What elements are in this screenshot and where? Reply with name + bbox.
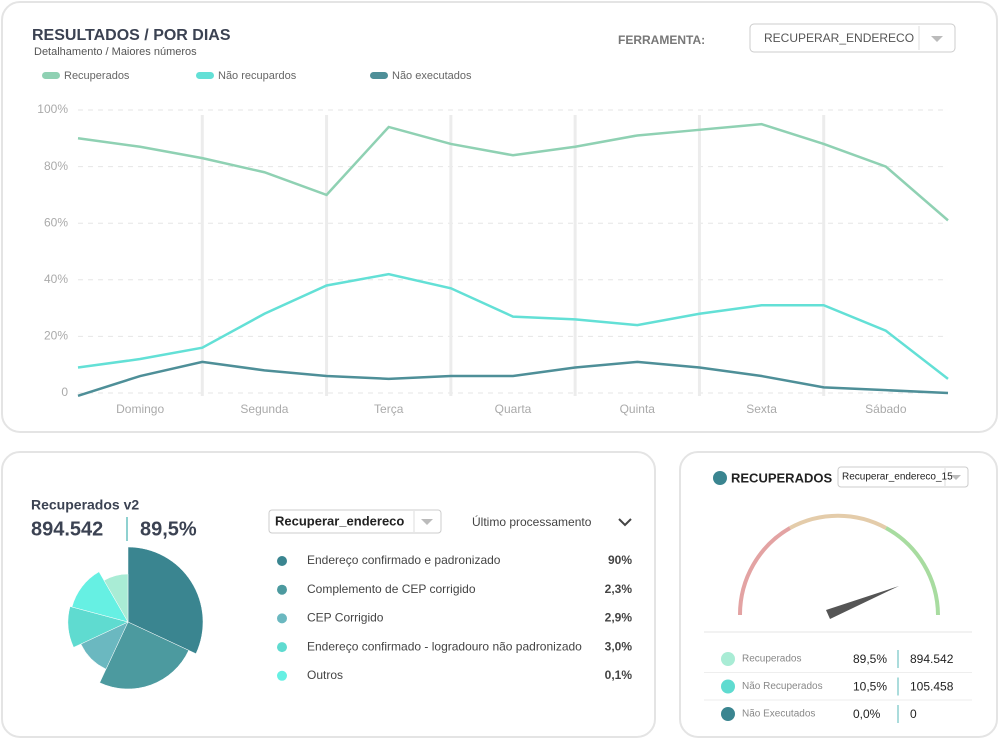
- legend-swatch: [196, 72, 214, 79]
- legend-swatch: [42, 72, 60, 79]
- row-dot: [721, 679, 735, 694]
- pie-total: 894.542: [31, 518, 103, 540]
- tool-select-text: RECUPERAR_ENDERECO: [764, 31, 914, 45]
- x-tick-label: Quinta: [620, 402, 656, 416]
- pie-title: Recuperados v2: [31, 497, 139, 513]
- select-arrow: [421, 519, 433, 525]
- x-tick-label: Quarta: [495, 402, 532, 416]
- item-label: Endereço confirmado - logradouro não pad…: [307, 639, 582, 653]
- title: RESULTADOS / POR DIAS: [32, 27, 231, 44]
- pie-percent: 89,5%: [140, 518, 197, 540]
- item-value: 3,0%: [605, 639, 633, 653]
- item-value: 90%: [608, 553, 632, 567]
- item-label: Complemento de CEP corrigido: [307, 582, 476, 596]
- row-count: 0: [910, 707, 917, 721]
- row-count: 894.542: [910, 652, 954, 666]
- legend-dot: [277, 670, 287, 681]
- gauge-arc: [885, 526, 940, 616]
- legend-label: Não recupardos: [218, 70, 297, 82]
- legend-dot: [277, 642, 287, 653]
- pie-select[interactable]: [268, 509, 442, 534]
- select-arrow: [931, 36, 943, 42]
- legend-label: Não executados: [392, 70, 472, 82]
- row-dot: [721, 652, 735, 666]
- row-label: Não Recuperados: [742, 681, 823, 692]
- gauge-select[interactable]: [837, 466, 969, 488]
- row-percent: 89,5%: [853, 652, 887, 666]
- subtitle: Detalhamento / Maiores números: [34, 46, 197, 58]
- item-label: CEP Corrigido: [307, 611, 384, 625]
- legend-dot: [277, 556, 287, 566]
- pie-slice: [99, 621, 190, 690]
- legend-label: Recuperados: [64, 70, 130, 82]
- row-label: Recuperados: [742, 654, 801, 665]
- line-series: [77, 272, 949, 380]
- gauge-arc: [737, 526, 792, 616]
- line-series: [77, 360, 949, 398]
- pie-slice: [103, 573, 129, 623]
- x-tick-label: Sexta: [746, 402, 777, 416]
- y-tick-label: 100%: [37, 102, 68, 116]
- item-value: 0,1%: [605, 668, 633, 682]
- pie-select-text: Recuperar_endereco: [275, 513, 404, 528]
- line-series: [77, 122, 949, 222]
- row-percent: 10,5%: [853, 680, 887, 694]
- item-value: 2,9%: [605, 611, 633, 625]
- title-dot: [713, 471, 727, 485]
- item-label: Endereço confirmado e padronizado: [307, 553, 501, 567]
- item-label: Outros: [307, 668, 343, 682]
- legend-swatch: [370, 72, 388, 79]
- gauge-needle: [826, 586, 899, 619]
- gauge-title: RECUPERADOS: [731, 470, 832, 485]
- row-label: Não Executados: [742, 709, 815, 720]
- y-tick-label: 80%: [44, 159, 68, 173]
- top-panel: [1, 1, 998, 433]
- processing-label: Último processamento: [472, 514, 592, 529]
- gauge-arc: [789, 513, 887, 530]
- gauge-panel: [679, 451, 998, 738]
- row-count: 105.458: [910, 680, 954, 694]
- pie-slice: [127, 546, 204, 655]
- row-percent: 0,0%: [853, 707, 881, 721]
- y-tick-label: 0: [61, 385, 68, 399]
- gauge-select-text: Recuperar_endereco_15: [842, 472, 953, 483]
- tool-label: FERRAMENTA:: [618, 33, 705, 47]
- pie-slice: [67, 606, 129, 648]
- y-tick-label: 20%: [44, 329, 68, 343]
- select-arrow: [951, 475, 961, 480]
- chevron[interactable]: [618, 518, 632, 527]
- x-tick-label: Domingo: [116, 402, 164, 416]
- y-tick-label: 60%: [44, 215, 68, 229]
- x-tick-label: Terça: [374, 402, 404, 416]
- tool-select[interactable]: [749, 23, 956, 53]
- x-tick-label: Segunda: [240, 402, 288, 416]
- legend-dot: [277, 613, 287, 624]
- x-tick-label: Sábado: [865, 402, 907, 416]
- pie-slice: [71, 571, 129, 623]
- item-value: 2,3%: [605, 582, 633, 596]
- row-dot: [721, 707, 735, 721]
- legend-dot: [277, 584, 287, 595]
- y-tick-label: 40%: [44, 272, 68, 286]
